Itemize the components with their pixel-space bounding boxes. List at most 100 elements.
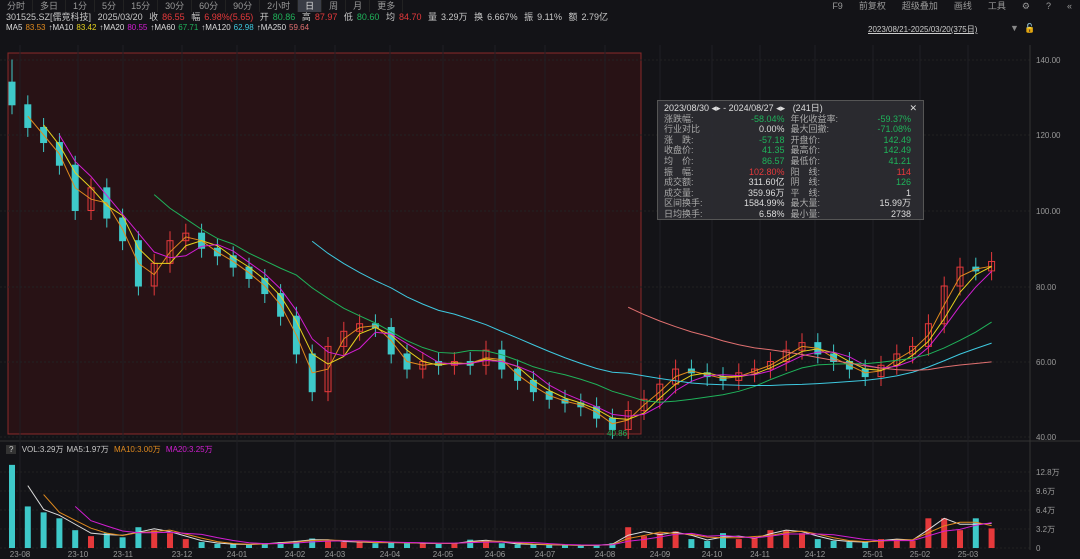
stat-label: 最小量: [790, 208, 821, 219]
stat-value: 86.57 [761, 155, 785, 166]
stat-label: 涨 跌: [664, 134, 694, 145]
vol-ma5: MA5:1.97万 [66, 445, 109, 454]
volume-bar [182, 539, 189, 548]
stat-label: 阳 线: [790, 166, 821, 177]
ma-label: MA5 [6, 23, 23, 32]
period-tab[interactable]: 90分 [226, 0, 261, 12]
ma-label: ↑MA10 [48, 23, 74, 32]
volume-bar [704, 540, 711, 548]
high-label: 高 [301, 12, 311, 22]
stat-label: 成交额: [664, 177, 694, 188]
vol-label: 量 [428, 12, 438, 22]
volume-bar [88, 536, 94, 548]
volume-bar [593, 545, 600, 548]
stat-value: 6.58% [758, 208, 785, 219]
date-tick: 24-05 [433, 550, 454, 559]
stat-row: 区间换手: 1584.99% 最大量: 15.99万 [664, 198, 917, 209]
period-tab[interactable]: 60分 [192, 0, 227, 12]
unlock-icon[interactable]: 🔓 [1024, 23, 1036, 33]
period-tab[interactable]: 周 [322, 0, 347, 12]
volume-bar [625, 527, 632, 548]
close-value: 86.55 [162, 12, 185, 22]
stat-label: 最大量: [790, 198, 821, 209]
period-tab[interactable]: 15分 [124, 0, 159, 12]
volume-bar [451, 543, 458, 548]
stat-value: -58.04% [750, 113, 785, 124]
period-tab[interactable]: 月 [346, 0, 371, 12]
candle [766, 361, 774, 370]
toolbar-button[interactable]: 工具 [987, 1, 1006, 11]
low-value: 80.60 [356, 12, 380, 22]
price-tick: 40.00 [1036, 433, 1057, 442]
volume-bar [862, 542, 869, 548]
volume-bar [909, 540, 916, 548]
volume-bar [609, 543, 616, 548]
volume-tick: 6.4万 [1036, 506, 1055, 515]
volume-bar [972, 518, 979, 548]
close-icon[interactable]: ✕ [909, 103, 917, 113]
toolbar-button[interactable]: 前复权 [858, 1, 886, 11]
volume-bar [9, 464, 15, 548]
period-tab[interactable]: 1分 [66, 0, 96, 12]
stat-label: 年化收益率: [790, 113, 839, 124]
stat-value: 2738 [890, 208, 911, 219]
vol-ma10: MA10:3.00万 [113, 445, 161, 454]
volume-tick: 12.8万 [1036, 468, 1060, 477]
vol-ma20-line [74, 506, 992, 546]
amplitude-label: 振 [524, 12, 534, 22]
stat-row: 日均换手: 6.58% 最小量: 2738 [664, 209, 917, 220]
stat-value: 126 [895, 177, 911, 188]
period-tab[interactable]: 多日 [33, 0, 67, 12]
volume-bar [72, 530, 79, 548]
stat-row: 成交额: 311.60亿阴 线: 126 [664, 177, 917, 188]
stat-value: 1584.99% [743, 198, 785, 209]
stat-label: 最低价: [790, 155, 821, 166]
help-icon[interactable]: ? [1045, 1, 1051, 11]
avg-label: 均 [385, 12, 395, 22]
stat-label: 涨跌幅: [664, 113, 694, 124]
ma-value: 83.53 [25, 23, 46, 32]
stat-value: 15.99万 [879, 198, 911, 209]
candle [940, 285, 948, 325]
period-tab[interactable]: 5分 [95, 0, 125, 12]
volume-bar [261, 543, 268, 548]
period-tab[interactable]: 更多 [370, 0, 404, 12]
volume-bar [467, 539, 474, 548]
toolbar-button[interactable]: 画线 [953, 1, 972, 11]
dropdown-arrow-icon[interactable]: ▼ [1010, 23, 1019, 33]
volume-header: ? VOL:3.29万 MA5:1.97万 MA10:3.00万 MA20:3.2… [6, 444, 216, 455]
date-tick: 24-08 [595, 550, 616, 559]
ma-value: 83.42 [76, 23, 97, 32]
volume-bar [893, 539, 900, 548]
stat-row: 行业对比 0.00% 最大回撤: -71.08% [664, 124, 917, 135]
volume-bar [167, 533, 173, 548]
toolbar-button[interactable]: 超级叠加 [901, 1, 938, 11]
volume-bar [40, 512, 47, 548]
volume-bar [514, 544, 521, 548]
period-tab[interactable]: 分时 [0, 0, 34, 12]
ma-legend: MA5 83.53 ↑MA10 83.42 ↑MA20 80.55 ↑MA60 67.71 ↑M… [6, 23, 312, 33]
volume-bar [988, 528, 995, 548]
volume-bar [830, 540, 837, 548]
candle [751, 368, 759, 374]
date-tick: 24-07 [535, 550, 556, 559]
period-tab[interactable]: 2小时 [260, 0, 299, 12]
help-icon[interactable]: ? [6, 445, 17, 454]
settings-icon[interactable]: ⚙ [1021, 1, 1030, 11]
period-tab[interactable]: 日 [298, 0, 323, 12]
date-range-selector[interactable]: 2023/08/21-2025/03/20(375日) [868, 25, 978, 34]
low-label: 低 [343, 12, 353, 22]
date-tick: 23-10 [68, 550, 89, 559]
stat-value: 41.21 [888, 155, 911, 166]
candle [656, 383, 664, 400]
collapse-icon[interactable]: « [1066, 1, 1072, 11]
candle [624, 410, 632, 430]
stat-label: 最大回撤: [790, 124, 830, 135]
volume-bar [103, 533, 110, 548]
vol-ma20: MA20:3.25万 [165, 445, 213, 454]
candle [782, 349, 790, 362]
period-tab[interactable]: 30分 [158, 0, 193, 12]
volume-bar [957, 530, 963, 548]
toolbar-button[interactable]: F9 [832, 1, 843, 11]
